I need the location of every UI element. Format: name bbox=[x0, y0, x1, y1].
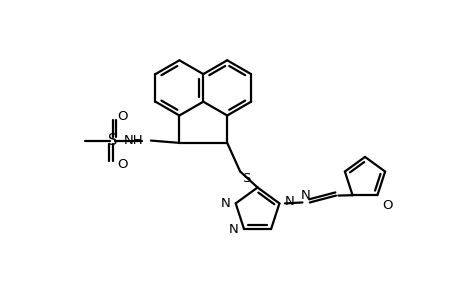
Text: O: O bbox=[381, 199, 392, 212]
Text: NH: NH bbox=[123, 134, 143, 147]
Text: S: S bbox=[241, 172, 250, 185]
Text: S: S bbox=[108, 133, 117, 148]
Text: O: O bbox=[118, 110, 128, 123]
Text: N: N bbox=[220, 197, 230, 210]
Text: N: N bbox=[284, 195, 294, 208]
Text: N: N bbox=[228, 223, 238, 236]
Text: O: O bbox=[118, 158, 128, 171]
Text: N: N bbox=[301, 188, 310, 202]
